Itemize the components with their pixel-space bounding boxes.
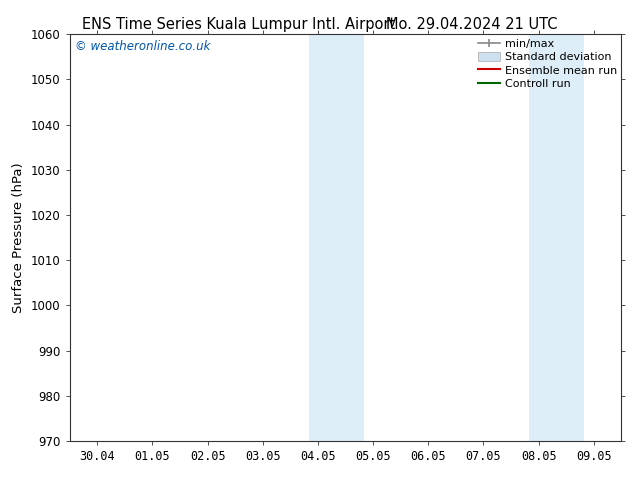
Text: ENS Time Series Kuala Lumpur Intl. Airport: ENS Time Series Kuala Lumpur Intl. Airpo… bbox=[82, 17, 396, 32]
Text: © weatheronline.co.uk: © weatheronline.co.uk bbox=[75, 40, 210, 53]
Bar bbox=[529, 34, 585, 441]
Y-axis label: Surface Pressure (hPa): Surface Pressure (hPa) bbox=[13, 162, 25, 313]
Text: Mo. 29.04.2024 21 UTC: Mo. 29.04.2024 21 UTC bbox=[386, 17, 558, 32]
Bar bbox=[309, 34, 364, 441]
Legend: min/max, Standard deviation, Ensemble mean run, Controll run: min/max, Standard deviation, Ensemble me… bbox=[475, 35, 620, 92]
